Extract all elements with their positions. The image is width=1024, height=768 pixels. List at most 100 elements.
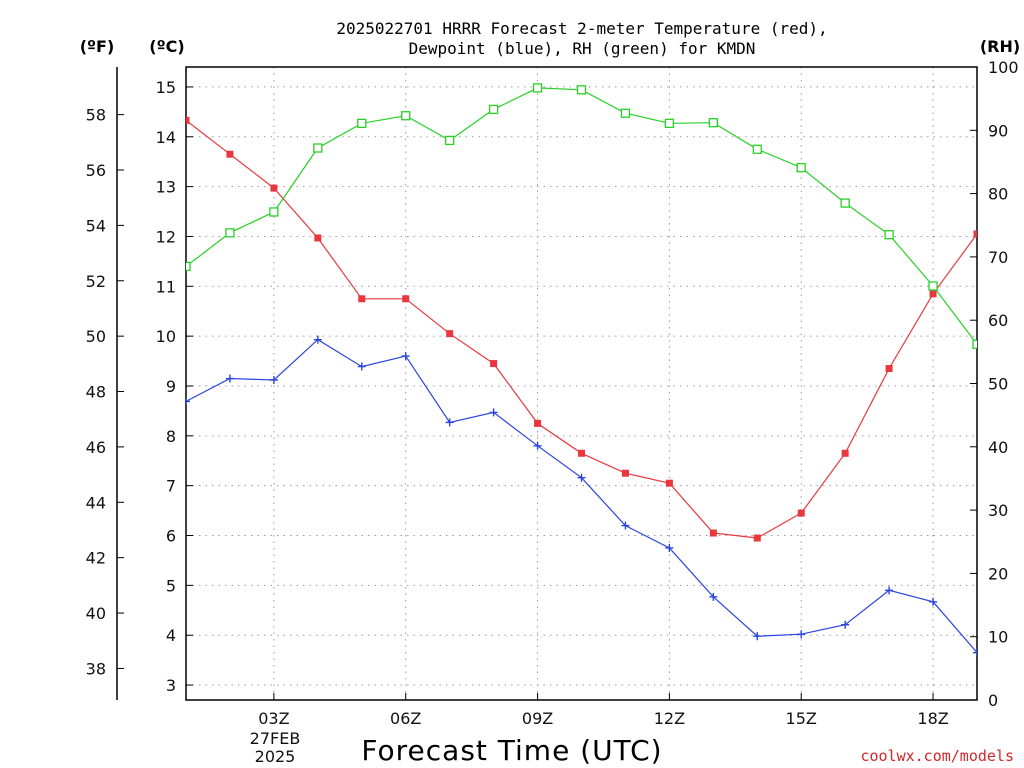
grid-lines — [186, 67, 977, 700]
dewpoint-point — [577, 473, 586, 482]
rh-point — [313, 143, 323, 153]
temperature-point — [973, 230, 977, 238]
rh-tick-label: 70 — [988, 248, 1008, 267]
celsius-tick-label: 9 — [166, 377, 176, 396]
rh-point — [269, 207, 279, 217]
dewpoint-point — [269, 376, 278, 385]
fahrenheit-tick-label: 40 — [86, 604, 106, 623]
rh-series-line — [186, 87, 977, 345]
celsius-unit-label: (ºC) — [149, 37, 184, 56]
dewpoint-point — [357, 362, 366, 371]
fahrenheit-tick-label: 50 — [86, 327, 106, 346]
rh-tick-label: 60 — [988, 311, 1008, 330]
dewpoint-point — [186, 397, 190, 406]
dewpoint-point — [929, 597, 938, 606]
celsius-tick-label: 3 — [166, 676, 176, 695]
fahrenheit-tick-label: 38 — [86, 659, 106, 678]
fahrenheit-tick-label: 54 — [86, 216, 106, 235]
credit-link[interactable]: coolwx.com/models — [860, 747, 1014, 765]
fahrenheit-tick-label: 58 — [86, 106, 106, 125]
temperature-point — [797, 509, 805, 517]
rh-tick-label: 80 — [988, 185, 1008, 204]
temperature-point — [226, 150, 234, 158]
chart-title-line-1: 2025022701 HRRR Forecast 2-meter Tempera… — [336, 19, 827, 38]
rh-tick-label: 90 — [988, 121, 1008, 140]
rh-point — [445, 135, 455, 146]
temperature-point — [709, 529, 717, 537]
series-layer — [186, 83, 977, 657]
fahrenheit-tick-label: 44 — [86, 493, 106, 512]
fahrenheit-tick-label: 56 — [86, 161, 106, 180]
celsius-tick-label: 15 — [156, 78, 176, 97]
temperature-point — [621, 469, 629, 477]
rh-point — [796, 162, 806, 173]
temperature-point — [314, 234, 322, 242]
dewpoint-point — [533, 441, 542, 450]
dewpoint-point — [489, 408, 498, 417]
celsius-tick-label: 13 — [156, 178, 176, 197]
temperature-point — [270, 184, 278, 192]
rh-point — [576, 85, 587, 95]
dewpoint-point — [621, 521, 630, 530]
date-label-day: 27FEB — [250, 729, 301, 748]
fahrenheit-tick-label: 42 — [86, 549, 106, 568]
rh-tick-label: 0 — [988, 691, 998, 710]
temperature-point — [186, 116, 190, 124]
time-tick-label: 18Z — [917, 709, 948, 728]
rh-point — [708, 118, 718, 128]
celsius-tick-label: 4 — [166, 626, 176, 645]
celsius-tick-label: 12 — [156, 227, 176, 246]
dewpoint-point — [753, 632, 762, 641]
temperature-point — [753, 534, 761, 542]
temperature-point — [929, 290, 937, 298]
rh-point — [884, 230, 894, 240]
dewpoint-point — [313, 335, 322, 344]
rh-unit-label: (RH) — [980, 37, 1020, 56]
date-label-year: 2025 — [255, 747, 296, 766]
dewpoint-point — [445, 418, 454, 427]
time-tick-label: 09Z — [522, 709, 553, 728]
time-tick-label: 15Z — [786, 709, 817, 728]
dewpoint-point — [709, 592, 718, 601]
rh-point — [752, 144, 762, 154]
time-tick-label: 03Z — [258, 709, 289, 728]
dewpoint-point — [841, 620, 850, 629]
celsius-tick-label: 11 — [156, 277, 176, 296]
rh-point — [664, 118, 675, 128]
time-tick-label: 12Z — [654, 709, 685, 728]
fahrenheit-tick-label: 46 — [86, 438, 106, 457]
time-tick-label: 06Z — [390, 709, 421, 728]
rh-point — [928, 281, 938, 291]
dewpoint-point — [225, 374, 234, 383]
fahrenheit-tick-label: 52 — [86, 272, 106, 291]
celsius-tick-label: 8 — [166, 427, 176, 446]
fahrenheit-unit-label: (ºF) — [80, 37, 115, 56]
temperature-point — [446, 330, 454, 338]
celsius-tick-label: 10 — [156, 327, 176, 346]
temperature-point — [490, 360, 498, 368]
fahrenheit-tick-label: 48 — [86, 383, 106, 402]
dewpoint-point — [885, 586, 894, 595]
rh-point — [488, 104, 499, 115]
temperature-point — [402, 295, 410, 303]
temperature-point — [665, 479, 673, 487]
rh-point — [401, 111, 411, 121]
dewpoint-point — [665, 543, 674, 552]
dewpoint-point — [973, 648, 977, 657]
temperature-point — [358, 295, 366, 303]
rh-tick-label: 100 — [988, 58, 1019, 77]
dewpoint-series-line — [186, 338, 977, 653]
celsius-tick-label: 7 — [166, 477, 176, 496]
rh-point — [620, 108, 631, 118]
rh-tick-label: 50 — [988, 375, 1008, 394]
rh-point — [972, 339, 977, 349]
dewpoint-point — [797, 630, 806, 639]
rh-point — [840, 198, 850, 208]
x-axis-title: Forecast Time (UTC) — [361, 734, 662, 767]
rh-tick-label: 10 — [988, 628, 1008, 647]
rh-tick-label: 20 — [988, 564, 1008, 583]
dewpoint-point — [401, 352, 410, 361]
rh-point — [186, 261, 191, 272]
